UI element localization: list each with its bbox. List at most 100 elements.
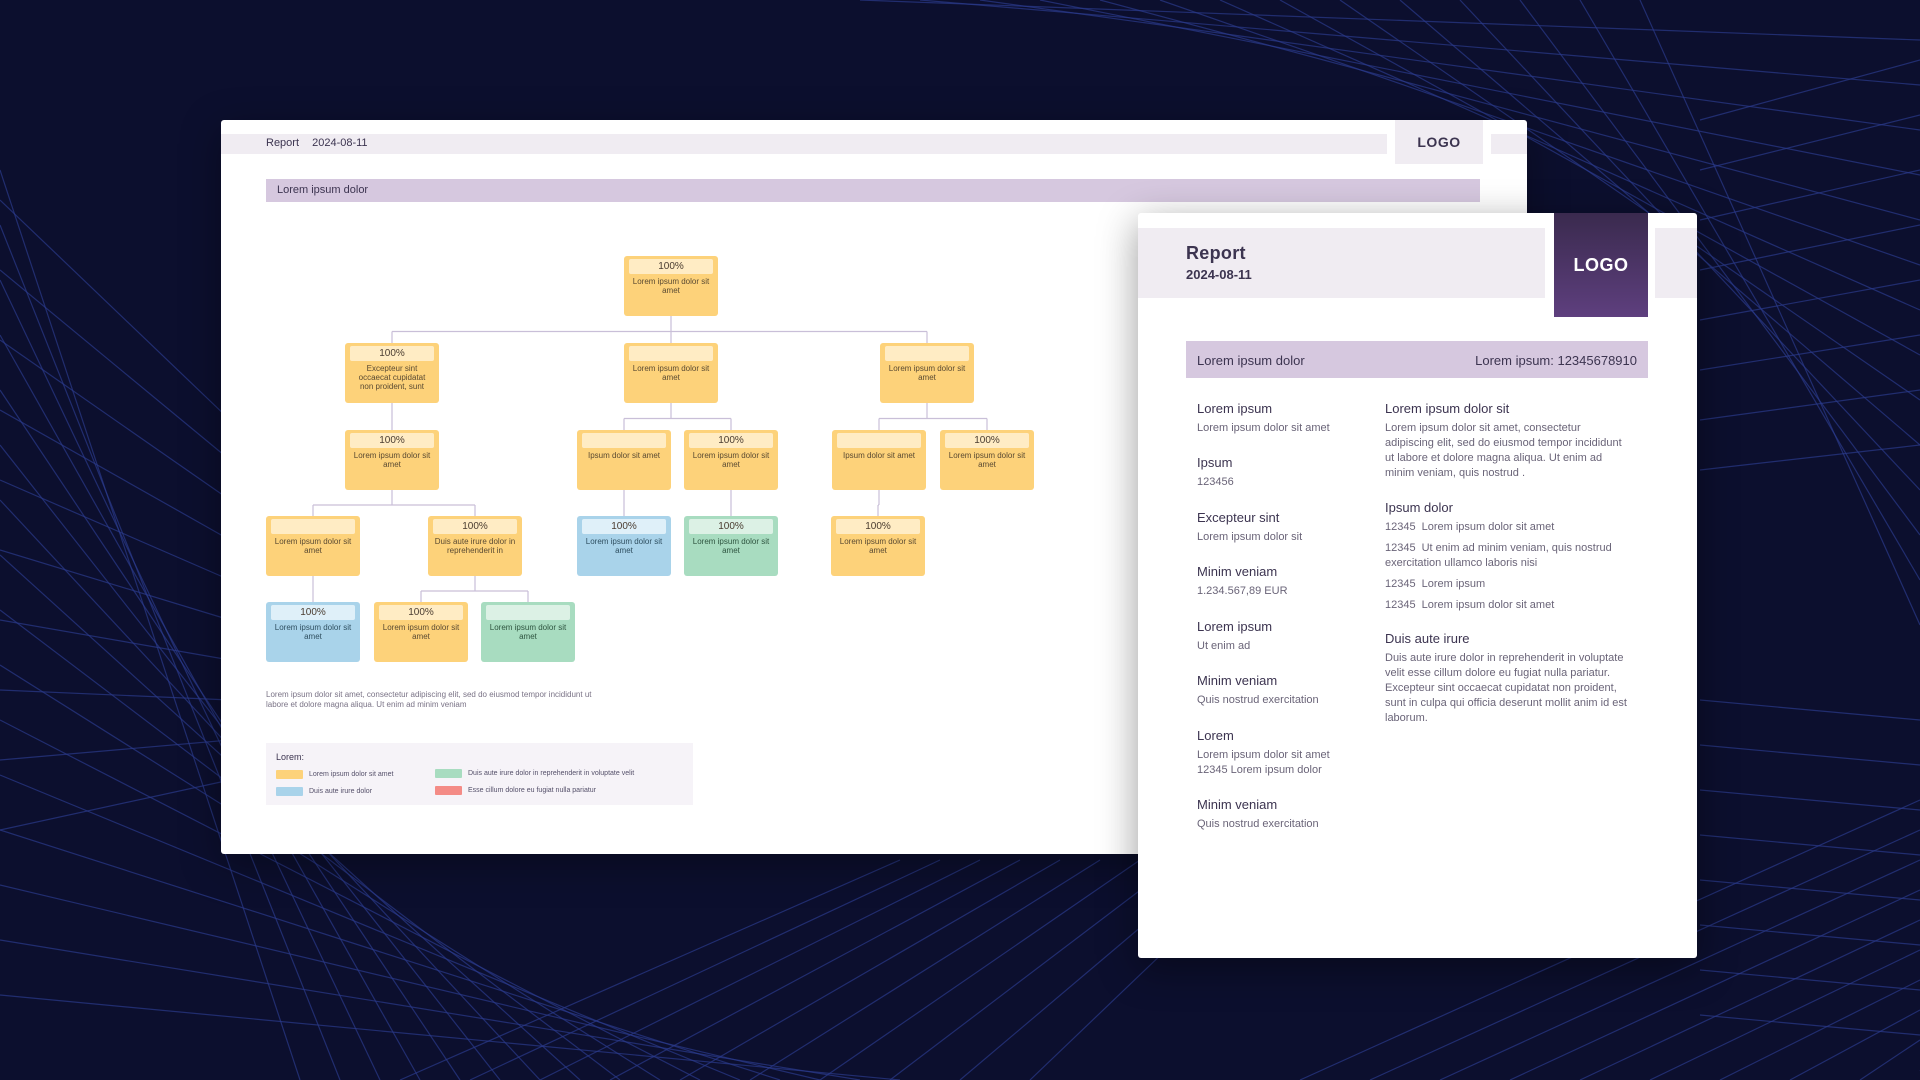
field-label: Excepteur sint [1197, 510, 1280, 525]
background-line [469, 859, 941, 1080]
background-line [1099, 0, 1920, 221]
detail-report-card: Report 2024-08-11 LOGO Lorem ipsum dolor… [1138, 213, 1697, 958]
section-heading: Duis aute irure [1385, 631, 1470, 646]
background-line [1509, 889, 1920, 1080]
list-item: 12345 Ut enim ad minim veniam, quis nostr… [1385, 541, 1630, 571]
org-chart-node: 100% Lorem ipsum dolor sit amet [684, 430, 778, 490]
org-chart-connectors [312, 316, 988, 602]
item-text: Lorem ipsum dolor sit amet [1421, 599, 1555, 611]
background-line [1699, 744, 1920, 766]
section-heading: Ipsum dolor [1385, 500, 1453, 515]
detail-summary-bar: Lorem ipsum dolor Lorem ipsum: 123456789… [1186, 341, 1648, 378]
org-chart-node: 100% Lorem ipsum dolor sit amet [624, 256, 718, 316]
background-line [0, 334, 421, 1080]
legend-swatch [435, 769, 462, 778]
node-percent: 100% [945, 433, 1029, 448]
org-chart-node: Ipsum dolor sit amet [832, 430, 926, 490]
node-percent [271, 519, 355, 534]
detail-field: Excepteur sint Lorem ipsum dolor sit [1197, 510, 1387, 545]
section-text: Lorem ipsum dolor sit amet, consectetur … [1385, 422, 1622, 479]
detail-header-end [1655, 228, 1697, 298]
node-label: Ipsum dolor sit amet [587, 451, 661, 460]
background-line [1719, 979, 1920, 1080]
legend-label: Esse cillum dolore eu fugiat nulla paria… [468, 787, 597, 794]
node-percent [629, 346, 713, 361]
main-report-date: 2024-08-11 [312, 137, 368, 149]
background-line [1219, 0, 1920, 311]
org-chart-node: 100% Lorem ipsum dolor sit amet [940, 430, 1034, 490]
main-report-header [221, 134, 1527, 154]
legend-swatch [276, 770, 303, 779]
background-line [859, 0, 1920, 41]
background-line [1699, 279, 1920, 321]
background-line [0, 884, 821, 1080]
main-section-bar: Lorem ipsum dolor [266, 179, 1480, 202]
org-chart-node: 100% Lorem ipsum dolor sit amet [577, 516, 671, 576]
detail-logo: LOGO [1554, 213, 1648, 317]
field-label: Lorem [1197, 728, 1234, 743]
node-percent: 100% [350, 346, 434, 361]
list-item: 12345 Lorem ipsum [1385, 577, 1630, 592]
background-line [1039, 0, 1920, 176]
background-line [0, 689, 231, 701]
background-line [0, 829, 781, 1080]
field-label: Minim veniam [1197, 797, 1278, 812]
background-line [0, 199, 231, 421]
node-percent: 100% [433, 519, 517, 534]
background-line [0, 269, 231, 461]
background-line [979, 0, 1920, 131]
detail-bar-reference: Lorem ipsum: 12345678910 [1475, 353, 1637, 368]
background-line [1699, 879, 1920, 901]
org-chart-node: 100% Duis aute irure dolor in reprehender… [428, 516, 522, 576]
field-label: Lorem ipsum [1197, 401, 1273, 416]
field-value: Quis nostrud exercitation [1197, 818, 1319, 830]
node-label: Lorem ipsum dolor sit amet [839, 537, 917, 555]
background-line [1789, 1009, 1920, 1080]
org-chart-node: Ipsum dolor sit amet [577, 430, 671, 490]
node-label: Excepteur sint occaecat cupidatat non pr… [358, 364, 426, 391]
field-value: Quis nostrud exercitation [1197, 694, 1319, 706]
background-line [0, 339, 231, 501]
legend-swatch [435, 786, 462, 795]
detail-date: 2024-08-11 [1186, 267, 1252, 282]
background-line [1699, 444, 1920, 471]
list-item: 12345 Lorem ipsum dolor sit amet [1385, 520, 1630, 535]
item-code: 12345 [1385, 599, 1416, 611]
background-line [1699, 699, 1920, 721]
background-line [0, 664, 661, 1080]
node-percent: 100% [689, 433, 773, 448]
node-label: Lorem ipsum dolor sit amet [632, 364, 710, 382]
field-value: Lorem ipsum dolor sit [1197, 531, 1303, 543]
background-line [0, 279, 381, 1080]
org-chart-node: Lorem ipsum dolor sit amet [266, 516, 360, 576]
background-line [1439, 859, 1920, 1080]
org-chart-node: 100% Lorem ipsum dolor sit amet [374, 602, 468, 662]
org-chart: 100% Lorem ipsum dolor sit amet 100% Except… [221, 120, 1527, 854]
node-percent: 100% [689, 519, 773, 534]
legend-label: Duis aute irure dolor [309, 788, 373, 795]
detail-field: Lorem ipsum Ut enim ad [1197, 619, 1387, 654]
node-percent: 100% [350, 433, 434, 448]
node-percent [837, 433, 921, 448]
detail-section: Duis aute irure Duis aute irure dolor in… [1385, 631, 1630, 726]
background-line [1859, 1039, 1920, 1080]
org-chart-node: 100% Lorem ipsum dolor sit amet [831, 516, 925, 576]
detail-header [1138, 228, 1545, 298]
org-chart-node: 100% Excepteur sint occaecat cupidatat no… [345, 343, 439, 403]
org-chart-node: Lorem ipsum dolor sit amet [624, 343, 718, 403]
node-percent: 100% [836, 519, 920, 534]
node-label: Lorem ipsum dolor sit amet [382, 623, 460, 641]
detail-section: Ipsum dolor 12345 Lorem ipsum dolor sit a… [1385, 500, 1630, 619]
background-line [819, 859, 1141, 1080]
item-text: Lorem ipsum [1421, 578, 1486, 590]
background-line [0, 779, 231, 831]
background-line [1579, 0, 1920, 581]
legend-item: Duis aute irure dolor in reprehenderit i… [435, 769, 634, 778]
legend-item: Duis aute irure dolor [276, 787, 372, 796]
background-line [0, 774, 741, 1080]
background-line [1699, 1014, 1920, 1036]
node-label: Lorem ipsum dolor sit amet [948, 451, 1026, 469]
node-percent: 100% [379, 605, 463, 620]
detail-field: Minim veniam Quis nostrud exercitation [1197, 673, 1387, 708]
